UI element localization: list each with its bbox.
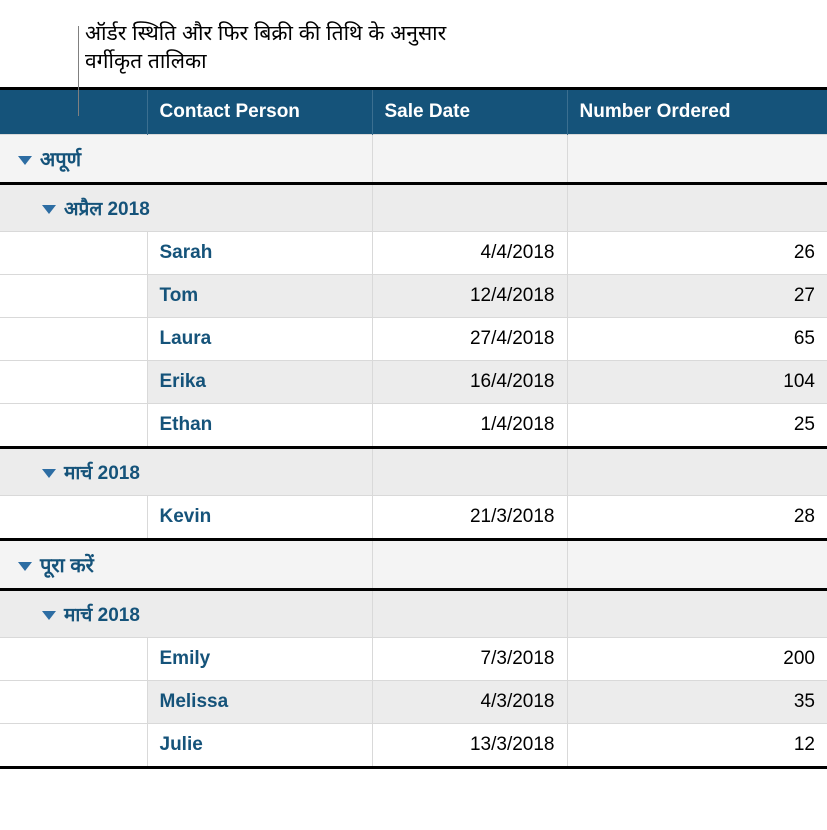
group-l2-label: मार्च 2018 (64, 605, 140, 626)
cell-contact[interactable]: Sarah (147, 231, 372, 274)
row-indent-cell (0, 231, 147, 274)
cell-contact[interactable]: Emily (147, 637, 372, 680)
header-contact[interactable]: Contact Person (147, 90, 372, 135)
row-indent-cell (0, 403, 147, 447)
cell-contact[interactable]: Ethan (147, 403, 372, 447)
row-indent-cell (0, 360, 147, 403)
group-l2-empty (372, 447, 567, 495)
cell-number[interactable]: 25 (567, 403, 827, 447)
row-indent-cell (0, 680, 147, 723)
row-indent-cell (0, 495, 147, 539)
table-row[interactable]: Sarah4/4/201826 (0, 231, 827, 274)
cell-number[interactable]: 12 (567, 723, 827, 766)
cell-date[interactable]: 7/3/2018 (372, 637, 567, 680)
group-l2-cell[interactable]: मार्च 2018 (0, 589, 372, 637)
row-indent-cell (0, 274, 147, 317)
table-row[interactable]: Melissa4/3/201835 (0, 680, 827, 723)
cell-date[interactable]: 1/4/2018 (372, 403, 567, 447)
group-l2-cell[interactable]: अप्रैल 2018 (0, 183, 372, 231)
group-row-level1[interactable]: अपूर्ण (0, 134, 827, 183)
table-row[interactable]: Ethan1/4/201825 (0, 403, 827, 447)
cell-number[interactable]: 35 (567, 680, 827, 723)
cell-date[interactable]: 27/4/2018 (372, 317, 567, 360)
group-l2-label: अप्रैल 2018 (64, 199, 150, 220)
callout-leader-line (78, 26, 79, 116)
cell-date[interactable]: 12/4/2018 (372, 274, 567, 317)
group-l2-empty (567, 447, 827, 495)
cell-contact[interactable]: Tom (147, 274, 372, 317)
group-l1-empty (567, 539, 827, 589)
cell-number[interactable]: 28 (567, 495, 827, 539)
table-row[interactable]: Kevin21/3/201828 (0, 495, 827, 539)
callout: ऑर्डर स्थिति और फिर बिक्री की तिथि के अन… (85, 20, 465, 77)
cell-number[interactable]: 27 (567, 274, 827, 317)
disclosure-triangle-icon[interactable] (42, 205, 56, 214)
cell-contact[interactable]: Erika (147, 360, 372, 403)
cell-date[interactable]: 4/4/2018 (372, 231, 567, 274)
cell-contact[interactable]: Melissa (147, 680, 372, 723)
cell-contact[interactable]: Kevin (147, 495, 372, 539)
row-indent-cell (0, 637, 147, 680)
table-row[interactable]: Laura27/4/201865 (0, 317, 827, 360)
cell-date[interactable]: 4/3/2018 (372, 680, 567, 723)
group-l1-empty (567, 134, 827, 183)
group-l2-label: मार्च 2018 (64, 463, 140, 484)
cell-number[interactable]: 65 (567, 317, 827, 360)
table-row[interactable]: Tom12/4/201827 (0, 274, 827, 317)
callout-text: ऑर्डर स्थिति और फिर बिक्री की तिथि के अन… (85, 22, 446, 73)
group-l2-cell[interactable]: मार्च 2018 (0, 447, 372, 495)
disclosure-triangle-icon[interactable] (18, 562, 32, 571)
header-number-ordered[interactable]: Number Ordered (567, 90, 827, 135)
group-row-level1[interactable]: पूरा करें (0, 539, 827, 589)
group-l1-cell[interactable]: पूरा करें (0, 539, 372, 589)
group-l1-cell[interactable]: अपूर्ण (0, 134, 372, 183)
cell-date[interactable]: 13/3/2018 (372, 723, 567, 766)
group-row-level2[interactable]: अप्रैल 2018 (0, 183, 827, 231)
table-header-row: Contact Person Sale Date Number Ordered (0, 90, 827, 135)
row-indent-cell (0, 317, 147, 360)
table-row[interactable]: Emily7/3/2018200 (0, 637, 827, 680)
group-l1-label: अपूर्ण (40, 149, 81, 171)
group-l2-empty (567, 183, 827, 231)
cell-date[interactable]: 16/4/2018 (372, 360, 567, 403)
cell-number[interactable]: 26 (567, 231, 827, 274)
group-l1-label: पूरा करें (40, 555, 94, 577)
group-l1-empty (372, 539, 567, 589)
cell-number[interactable]: 104 (567, 360, 827, 403)
orders-table: Contact Person Sale Date Number Ordered … (0, 90, 827, 766)
group-l2-empty (372, 183, 567, 231)
cell-contact[interactable]: Laura (147, 317, 372, 360)
cell-date[interactable]: 21/3/2018 (372, 495, 567, 539)
header-sale-date[interactable]: Sale Date (372, 90, 567, 135)
group-l1-empty (372, 134, 567, 183)
table-row[interactable]: Julie13/3/201812 (0, 723, 827, 766)
group-l2-empty (567, 589, 827, 637)
row-indent-cell (0, 723, 147, 766)
disclosure-triangle-icon[interactable] (42, 611, 56, 620)
table-row[interactable]: Erika16/4/2018104 (0, 360, 827, 403)
grouped-table: Contact Person Sale Date Number Ordered … (0, 87, 827, 769)
disclosure-triangle-icon[interactable] (42, 469, 56, 478)
group-row-level2[interactable]: मार्च 2018 (0, 447, 827, 495)
cell-number[interactable]: 200 (567, 637, 827, 680)
header-blank (0, 90, 147, 135)
cell-contact[interactable]: Julie (147, 723, 372, 766)
group-l2-empty (372, 589, 567, 637)
disclosure-triangle-icon[interactable] (18, 156, 32, 165)
group-row-level2[interactable]: मार्च 2018 (0, 589, 827, 637)
